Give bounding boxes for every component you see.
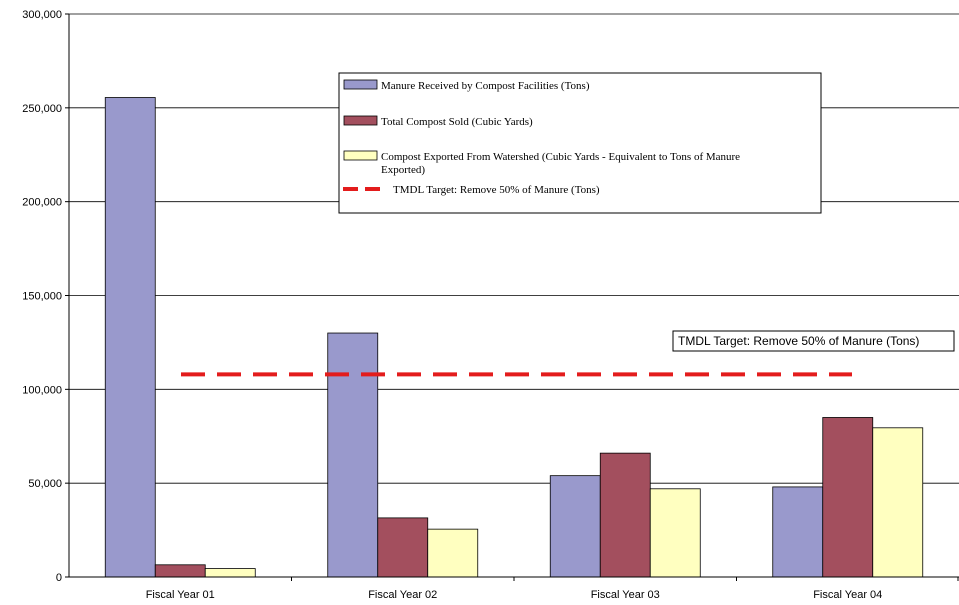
bar (327, 332, 379, 578)
y-tick-label: 50,000 (28, 478, 62, 490)
y-tick-label: 250,000 (22, 103, 62, 115)
bar (377, 517, 429, 578)
y-tick-label: 200,000 (22, 197, 62, 209)
y-tick-label: 100,000 (22, 384, 62, 396)
bar (872, 427, 924, 578)
bar (649, 488, 701, 578)
legend-box (338, 72, 822, 214)
bar (549, 475, 601, 578)
bar (154, 564, 206, 578)
target-annotation-box (672, 330, 955, 352)
legend-swatch (343, 150, 378, 161)
legend-swatch (343, 79, 378, 90)
bar (822, 417, 874, 578)
y-tick-label: 150,000 (22, 291, 62, 303)
legend-label: TMDL Target: Remove 50% of Manure (Tons) (393, 184, 600, 196)
legend-label: Manure Received by Compost Facilities (T… (381, 80, 590, 92)
legend-swatch (343, 115, 378, 126)
bar (599, 452, 651, 578)
legend-label: Compost Exported From Watershed (Cubic Y… (381, 151, 740, 176)
x-tick-label: Fiscal Year 01 (146, 589, 215, 601)
y-tick-label: 300,000 (22, 9, 62, 21)
bar (427, 528, 479, 578)
bar-layer (104, 97, 924, 578)
bar (204, 568, 256, 578)
x-tick-label: Fiscal Year 02 (368, 589, 437, 601)
annotation-layer: TMDL Target: Remove 50% of Manure (Tons) (672, 330, 955, 352)
legend: Manure Received by Compost Facilities (T… (338, 72, 822, 214)
x-tick-label: Fiscal Year 04 (813, 589, 882, 601)
target-annotation-label: TMDL Target: Remove 50% of Manure (Tons) (678, 334, 919, 348)
y-tick-label: 0 (56, 572, 62, 584)
x-tick-label: Fiscal Year 03 (591, 589, 660, 601)
bar (772, 486, 824, 578)
bar (104, 97, 156, 578)
legend-label: Total Compost Sold (Cubic Yards) (381, 116, 533, 128)
axis-layer: 0 50,000 100,000 150,000 200,000 250,000 300,0… (22, 9, 959, 601)
